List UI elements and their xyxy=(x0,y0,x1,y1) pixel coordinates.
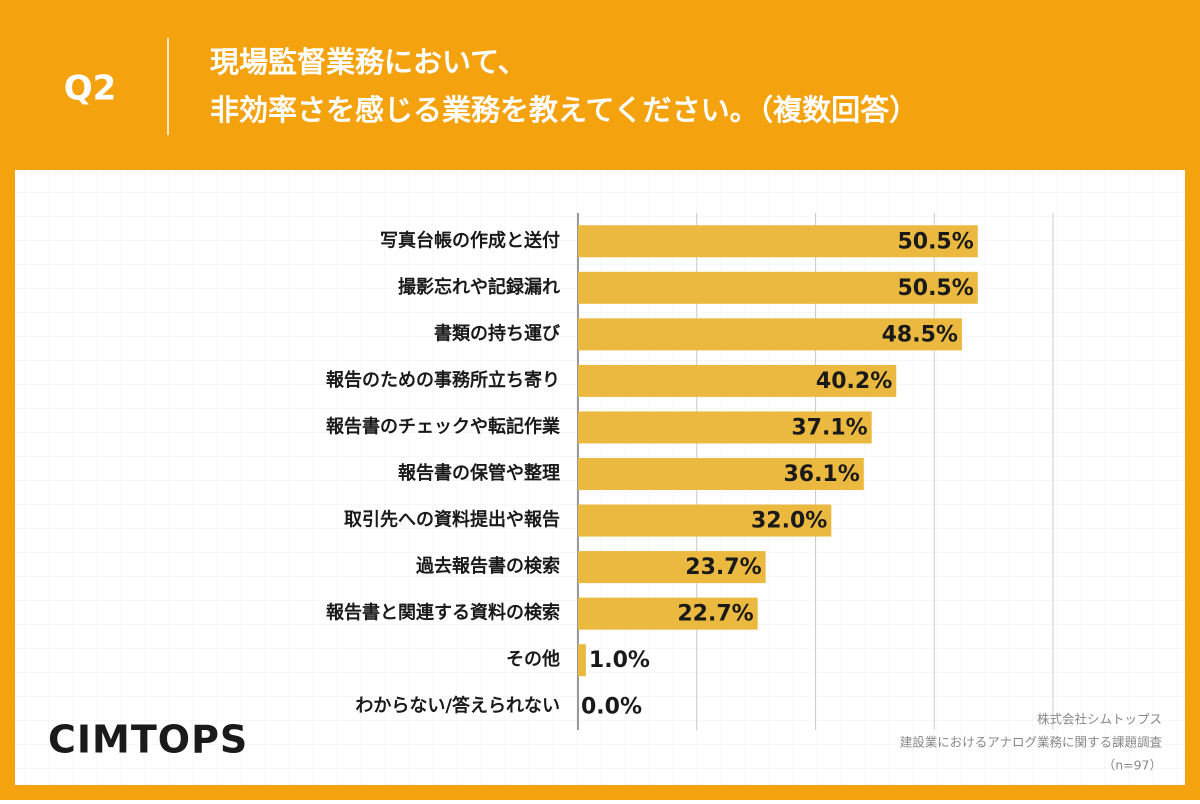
bar xyxy=(578,225,978,258)
value-label: 50.5% xyxy=(897,229,973,254)
source-note: 株式会社シムトップス xyxy=(1037,712,1162,727)
value-label: 40.2% xyxy=(816,369,892,394)
value-label: 50.5% xyxy=(897,276,973,301)
value-label: 1.0% xyxy=(589,648,650,673)
category-label: 報告のための事務所立ち寄り xyxy=(326,369,560,391)
value-label: 23.7% xyxy=(685,555,761,580)
bar xyxy=(578,318,962,351)
category-label: 報告書の保管や整理 xyxy=(398,462,560,484)
category-label: わからない/答えられない xyxy=(355,695,560,717)
bar xyxy=(578,411,872,444)
category-label: 書類の持ち運び xyxy=(434,322,561,344)
bar xyxy=(578,271,978,304)
bar xyxy=(578,597,758,630)
source-note: 建設業におけるアナログ業務に関する課題調査 xyxy=(900,735,1163,750)
chart-title: 現場監督業務において、 xyxy=(210,45,527,79)
value-label: 32.0% xyxy=(751,509,827,534)
bar xyxy=(578,504,832,537)
bar xyxy=(578,364,897,397)
bar xyxy=(578,551,766,584)
bar xyxy=(578,458,864,490)
category-label: 撮影忘れや記録漏れ xyxy=(398,276,560,298)
value-label: 0.0% xyxy=(581,695,642,720)
logo: CIMTOPS xyxy=(48,718,248,762)
value-label: 48.5% xyxy=(882,322,958,347)
category-label: 過去報告書の検索 xyxy=(416,555,560,577)
value-label: 22.7% xyxy=(677,602,753,627)
value-label: 36.1% xyxy=(783,462,859,487)
category-label: 取引先への資料提出や報告 xyxy=(344,509,560,531)
bar xyxy=(578,644,586,677)
source-note: （n=97） xyxy=(1103,758,1162,773)
category-label: その他 xyxy=(506,648,560,670)
question-label: Q2 xyxy=(64,69,117,109)
category-label: 報告書と関連する資料の検索 xyxy=(326,602,560,624)
value-label: 37.1% xyxy=(791,415,867,440)
category-label: 報告書のチェックや転記作業 xyxy=(326,415,561,437)
chart-title: 非効率さを感じる業務を教えてください。（複数回答） xyxy=(210,93,918,127)
category-label: 写真台帳の作成と送付 xyxy=(380,229,560,251)
